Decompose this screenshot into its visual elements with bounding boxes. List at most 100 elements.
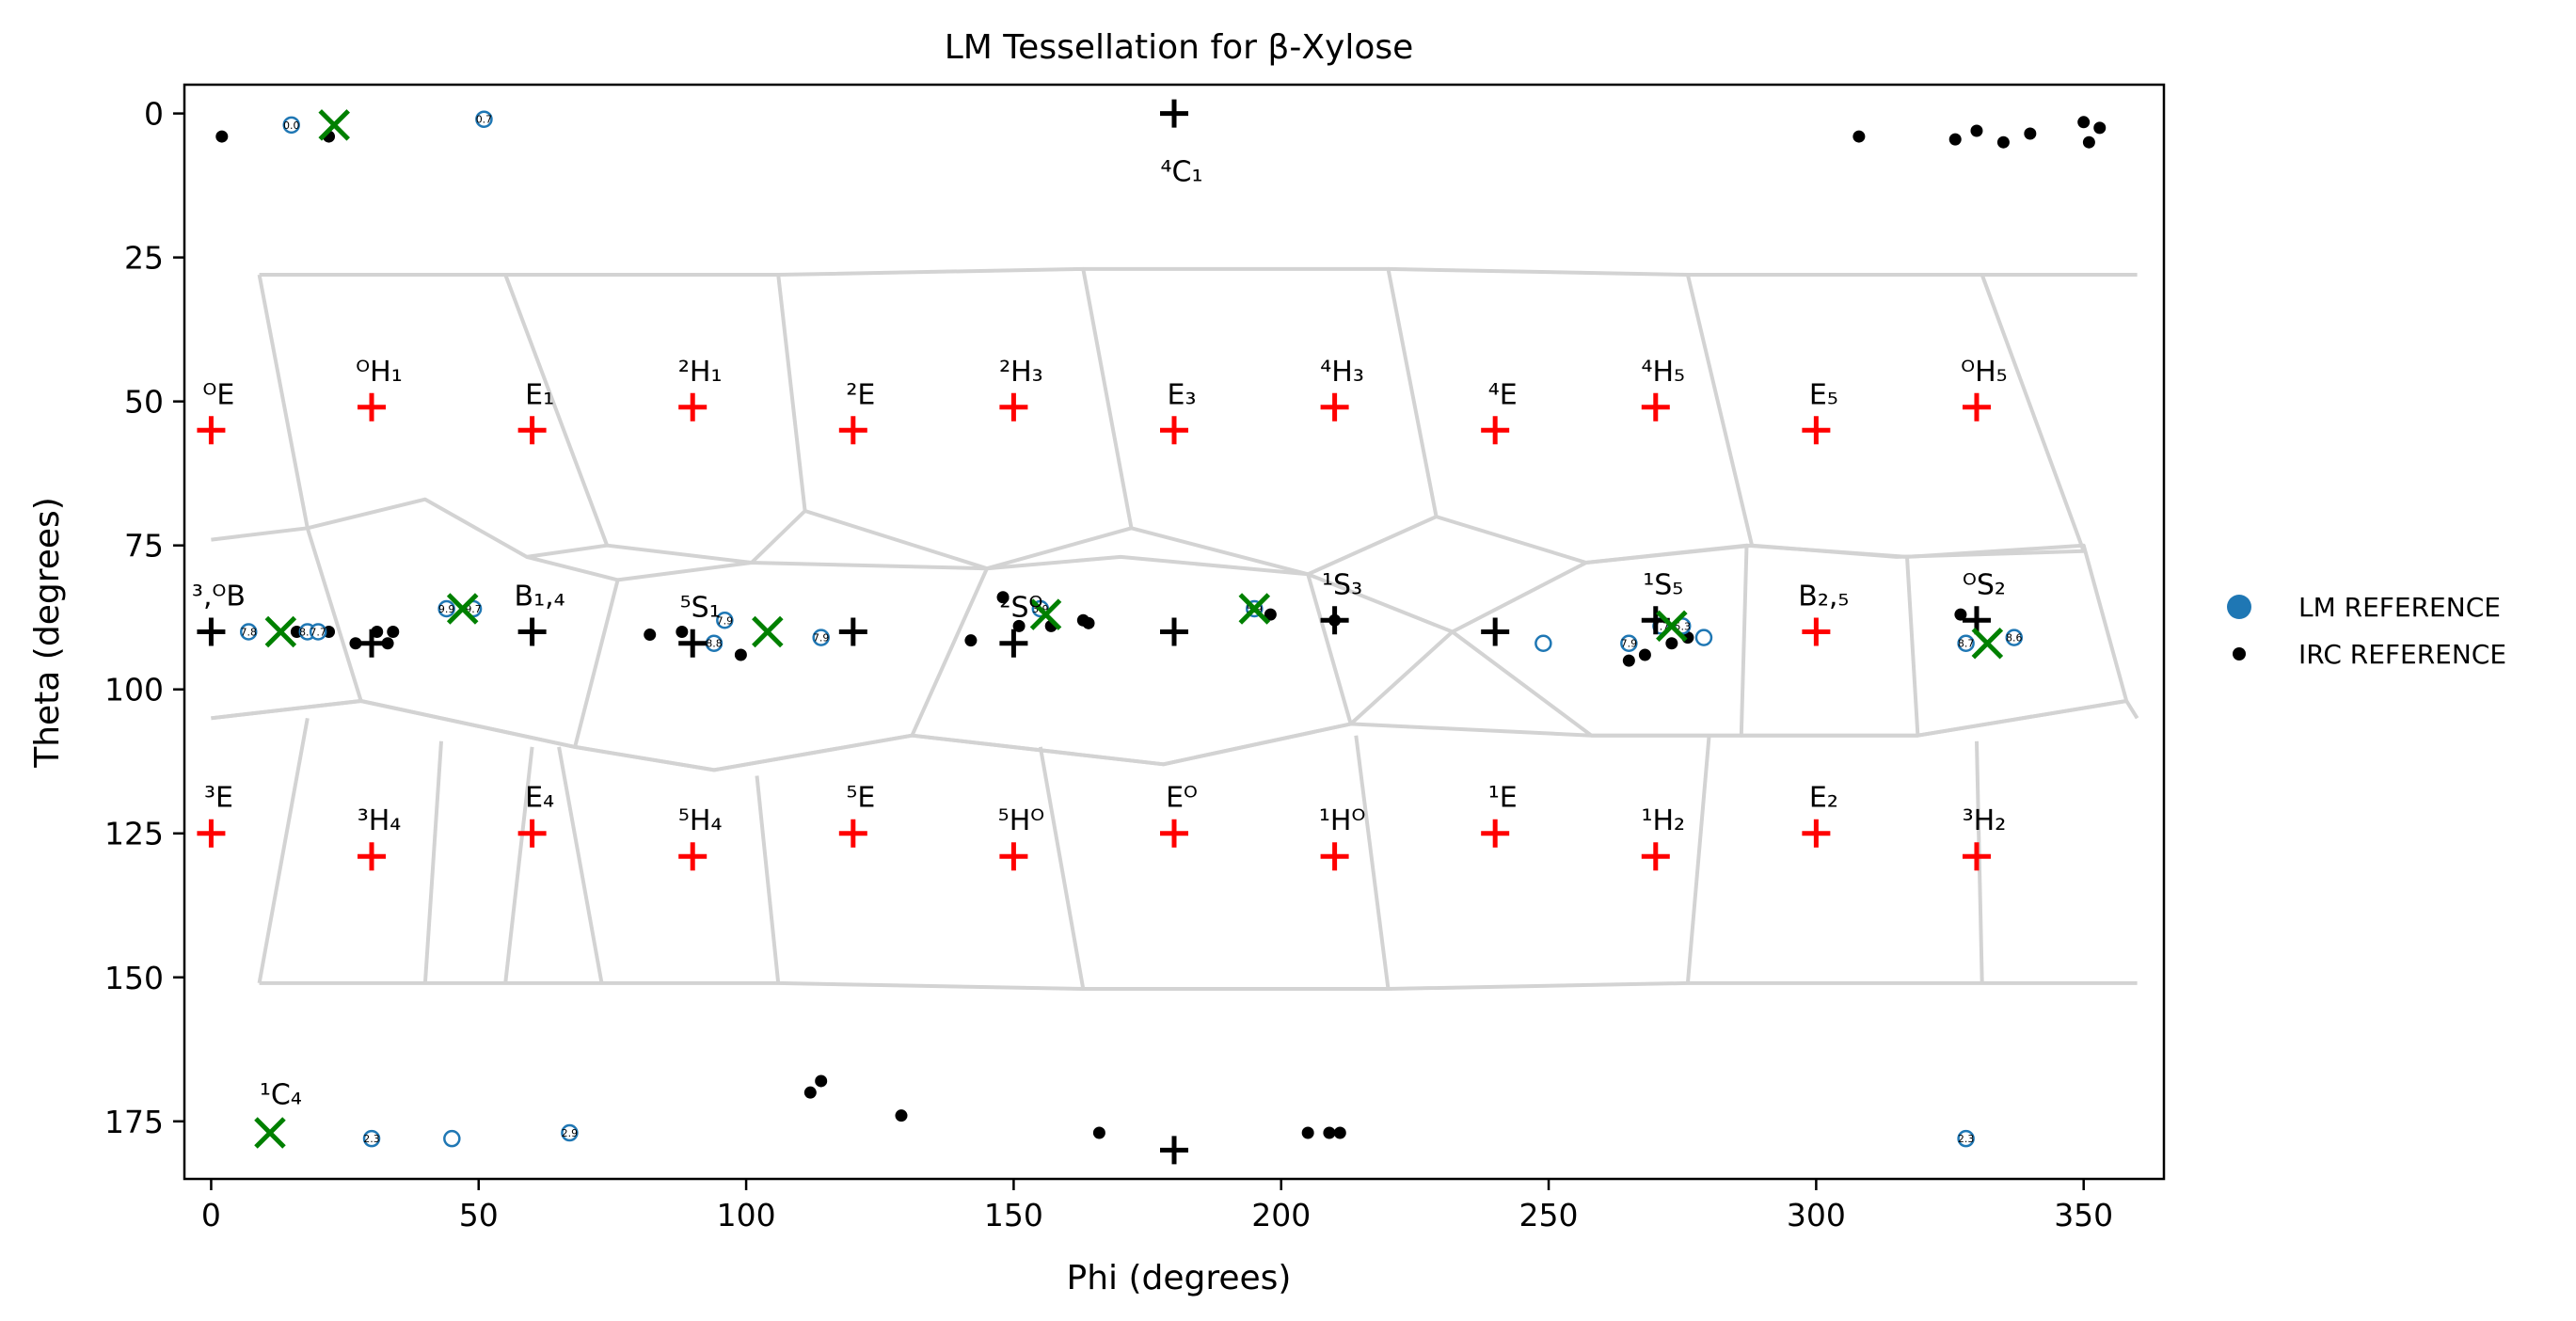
irc-reference-point-5: [1996, 135, 2010, 149]
lm-reference-label-18: 8.6: [2006, 632, 2023, 645]
lm-reference-point-16: [1694, 629, 1713, 646]
canonical-label-6: ²H₃: [999, 356, 1043, 389]
lm-reference-point-12: [1534, 634, 1552, 652]
canonical-plus-2: [358, 392, 387, 422]
irc-reference-point-37: [895, 1109, 908, 1122]
y-tick-label-1: 25: [124, 240, 164, 277]
irc-reference-point-6: [2024, 127, 2037, 140]
legend-label-0: LM REFERENCE: [2298, 592, 2501, 623]
tessellation-edge-15: [211, 699, 2139, 772]
lm-reference-point-19: [362, 1129, 381, 1148]
lm-point-5: [1238, 593, 1271, 625]
legend: LM REFERENCE IRC REFERENCE: [2227, 592, 2506, 670]
y-tick-label-4: 100: [104, 672, 164, 708]
legend-marker-1: [2233, 647, 2246, 660]
canonical-label-25: ³E: [204, 782, 233, 815]
canonical-plus-34: [1641, 842, 1670, 871]
y-axis-label: Theta (degrees): [28, 497, 67, 769]
legend-label-1: IRC REFERENCE: [2298, 639, 2506, 670]
y-tick-label-0: 0: [144, 96, 164, 133]
irc-reference-point-19: [964, 634, 978, 647]
x-tick-label-5: 250: [1519, 1197, 1579, 1233]
irc-reference-point-17: [676, 626, 689, 638]
irc-reference-point-40: [1323, 1126, 1336, 1139]
canonical-plus-15: [678, 629, 708, 658]
lm-reference-point-1: [475, 110, 493, 128]
lm-reference-label-21: 2.9: [562, 1127, 579, 1139]
lm-point-0: [318, 109, 350, 141]
lm-point-4: [1029, 598, 1062, 630]
irc-reference-point-2: [1852, 130, 1866, 143]
canonical-label-8: ⁴H₃: [1320, 356, 1364, 389]
irc-reference-point-4: [1970, 124, 1983, 137]
canonical-plus-22: [1802, 617, 1831, 646]
canonical-plus-7: [1160, 416, 1188, 445]
lm-reference-point-2: [239, 623, 258, 641]
irc-reference-point-3: [1948, 133, 1962, 146]
canonical-label-22: B₂,₅: [1798, 581, 1849, 613]
canonical-plus-18: [1160, 617, 1188, 646]
x-axis: 0 50 100 150 200 250 300 350: [201, 1179, 2113, 1233]
tessellation-edge-22: [1685, 735, 1711, 984]
lm-point-1: [264, 615, 297, 648]
lm-reference-label-4: 7.7: [310, 627, 326, 639]
lm-reference-point-9: [812, 629, 830, 646]
tessellation-edge-25: [557, 746, 604, 984]
canonical-label-15: ⁵S₁: [680, 592, 721, 625]
lm-reference-point-18: [2005, 629, 2024, 646]
canonical-label-27: E₄: [525, 782, 554, 815]
canonical-plus-30: [999, 842, 1028, 871]
canonical-label-31: Eᴼ: [1166, 782, 1198, 815]
canonical-label-26: ³H₄: [358, 804, 402, 837]
canonical-plus-4: [678, 392, 708, 422]
tessellation-edge-18: [503, 746, 534, 984]
x-tick-label-2: 100: [717, 1197, 776, 1233]
irc-reference-point-38: [1092, 1126, 1105, 1139]
canonical-label-29: ⁵E: [846, 782, 875, 815]
canonical-label-28: ⁵H₄: [678, 804, 723, 837]
lm-reference-point-7: [716, 612, 734, 629]
y-tick-label-5: 125: [104, 816, 164, 852]
canonical-plus-32: [1320, 842, 1349, 871]
tessellation-edge-16: [259, 980, 2138, 991]
canonical-label-10: ⁴H₅: [1641, 356, 1685, 389]
irc-reference-point-16: [644, 629, 657, 642]
canonical-label-36: ³H₂: [1963, 804, 2007, 837]
canonical-label-30: ⁵Hᴼ: [998, 804, 1044, 837]
lm-reference-label-7: 7.9: [717, 614, 734, 627]
tessellation-edge-21: [1354, 735, 1391, 990]
region-labels-layer: ⁴C₁ ᴼE ᴼH₁ E₁ ²H₁ ²E ²H₃ E₃ ⁴H₃ ⁴E ⁴H₅ E₅ ᴼH₅ ³,ᴼB B₁,…: [192, 156, 2008, 1112]
lm-reference-point-13: [1620, 634, 1638, 652]
irc-reference-point-18: [734, 648, 747, 661]
lm-point-6: [1656, 610, 1688, 643]
x-tick-label-0: 0: [201, 1197, 221, 1233]
tessellation-edge-19: [755, 775, 781, 984]
lm-reference-label-2: 7.8: [240, 627, 257, 639]
canonical-plus-26: [358, 842, 387, 871]
y-tick-label-7: 175: [104, 1104, 164, 1140]
y-tick-label-3: 75: [124, 528, 164, 565]
lm-reference-label-0: 0.0: [283, 119, 300, 132]
marks-layer: 0.0 0.77.8 8.07.79.9 9.77.98.8 7.93.9 5.97.97…: [197, 99, 2107, 1165]
canonical-label-14: B₁,₄: [515, 581, 565, 613]
canonical-plus-10: [1641, 392, 1670, 422]
canonical-plus-0: [1160, 99, 1188, 128]
tessellation-edge-20: [1038, 746, 1086, 990]
irc-reference-point-15: [387, 626, 400, 638]
y-tick-label-2: 50: [124, 384, 164, 421]
irc-reference-point-25: [1264, 608, 1277, 621]
lm-reference-label-22: 2.3: [1958, 1133, 1975, 1145]
canonical-label-0: ⁴C₁: [1161, 156, 1203, 189]
irc-reference-point-35: [803, 1086, 817, 1099]
canonical-plus-27: [517, 819, 547, 848]
x-tick-label-4: 200: [1251, 1197, 1311, 1233]
canonical-label-2: ᴼH₁: [356, 356, 402, 389]
x-tick-label-7: 350: [2054, 1197, 2113, 1233]
irc-reference-point-9: [2093, 121, 2107, 135]
canonical-label-9: ⁴E: [1488, 378, 1518, 411]
irc-reference-point-8: [2082, 135, 2095, 149]
lm-reference-label-5: 9.9: [438, 603, 455, 615]
irc-reference-point-21: [1012, 619, 1026, 632]
lm-reference-point-20: [443, 1129, 461, 1148]
lm-reference-point-17: [1957, 634, 1975, 652]
